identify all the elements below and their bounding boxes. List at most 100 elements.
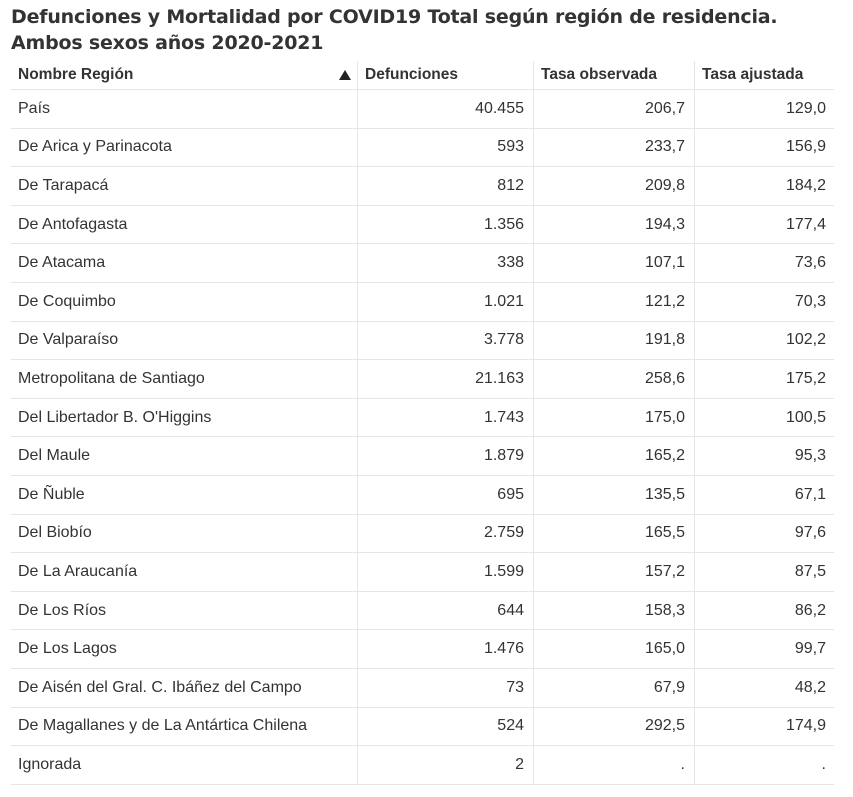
- cell-region: Metropolitana de Santiago: [11, 360, 358, 398]
- cell-defunciones: 21.163: [358, 360, 534, 398]
- cell-tasa-ajustada: 184,2: [785, 176, 826, 194]
- table-body: País 40.455 206,7 129,0 De Arica y Parinacot…: [11, 90, 834, 785]
- table-header-row: Nombre Región Defunciones Tasa observada…: [11, 61, 834, 90]
- column-header-tasa-observada[interactable]: Tasa observada: [534, 61, 695, 89]
- cell-tasa-observada: 175,0: [534, 398, 695, 437]
- cell-defunciones: 1.356: [358, 205, 534, 244]
- table-row: De Atacama 338 107,1 73,6: [11, 244, 834, 283]
- table-row: De Aisén del Gral. C. Ibáñez del Campo 73…: [11, 668, 834, 708]
- cell-tasa-ajustada: 67,1: [794, 485, 826, 503]
- cell-tasa-observada: .: [534, 746, 695, 784]
- column-header-label: Nombre Región: [18, 66, 134, 83]
- cell-defunciones: 593: [358, 128, 534, 167]
- table-row: Del Maule 1.879 165,2 95,3: [11, 437, 834, 476]
- cell-defunciones: 73: [358, 668, 534, 707]
- table-row: De Arica y Parinacota 593 233,7 156,9: [11, 128, 834, 168]
- cell-tasa-ajustada: 97,6: [794, 524, 826, 542]
- cell-defunciones: 524: [358, 707, 534, 746]
- cell-tasa-observada: 233,7: [534, 128, 695, 167]
- column-header-label: Defunciones: [365, 66, 459, 83]
- cell-tasa-ajustada: 99,7: [794, 640, 826, 658]
- cell-tasa-observada: 258,6: [534, 360, 695, 398]
- cell-tasa-observada: 206,7: [534, 90, 695, 128]
- cell-tasa-observada: 209,8: [534, 167, 695, 205]
- cell-region: Del Maule: [11, 437, 358, 475]
- cell-tasa-ajustada: 86,2: [794, 601, 826, 619]
- cell-defunciones: 2: [358, 746, 534, 784]
- cell-defunciones: 1.879: [358, 437, 534, 475]
- cell-tasa-observada: 135,5: [534, 475, 695, 514]
- cell-region: De Tarapacá: [11, 167, 358, 205]
- cell-tasa-observada: 67,9: [534, 668, 695, 707]
- cell-tasa-ajustada: 87,5: [794, 562, 826, 580]
- cell-tasa-ajustada: .: [821, 755, 826, 773]
- cell-tasa-ajustada: 174,9: [785, 717, 826, 735]
- cell-tasa-observada: 107,1: [534, 244, 695, 282]
- cell-defunciones: 3.778: [358, 321, 534, 360]
- cell-tasa-observada: 165,2: [534, 437, 695, 475]
- cell-region: De La Araucanía: [11, 553, 358, 591]
- cell-region: De Aisén del Gral. C. Ibáñez del Campo: [11, 668, 358, 707]
- cell-tasa-ajustada: 70,3: [794, 292, 826, 310]
- cell-defunciones: 1.476: [358, 630, 534, 668]
- cell-tasa-observada: 157,2: [534, 553, 695, 591]
- cell-defunciones: 1.021: [358, 282, 534, 321]
- cell-region: De Magallanes y de La Antártica Chilena: [11, 707, 358, 746]
- table-row: De Valparaíso 3.778 191,8 102,2: [11, 321, 834, 361]
- cell-tasa-ajustada: 95,3: [794, 447, 826, 465]
- cell-tasa-ajustada: 156,9: [785, 138, 826, 156]
- sort-ascending-icon[interactable]: [339, 70, 351, 80]
- page-title: Defunciones y Mortalidad por COVID19 Tot…: [11, 6, 778, 54]
- cell-tasa-ajustada: 100,5: [785, 408, 826, 426]
- cell-region: De Antofagasta: [11, 205, 358, 244]
- cell-tasa-observada: 191,8: [534, 321, 695, 360]
- cell-tasa-observada: 165,0: [534, 630, 695, 668]
- column-header-label: Tasa observada: [541, 66, 658, 83]
- table-row: Ignorada 2..: [11, 746, 834, 785]
- cell-defunciones: 812: [358, 167, 534, 205]
- cell-region: Del Biobío: [11, 514, 358, 553]
- cell-tasa-observada: 121,2: [534, 282, 695, 321]
- cell-defunciones: 40.455: [358, 90, 534, 128]
- data-table: Nombre Región Defunciones Tasa observada…: [11, 61, 834, 785]
- cell-defunciones: 1.599: [358, 553, 534, 591]
- table-row: De Coquimbo 1.021 121,2 70,3: [11, 282, 834, 322]
- cell-region: De Arica y Parinacota: [11, 128, 358, 167]
- cell-defunciones: 2.759: [358, 514, 534, 553]
- cell-tasa-observada: 165,5: [534, 514, 695, 553]
- cell-region: De Valparaíso: [11, 321, 358, 360]
- cell-tasa-ajustada: 73,6: [794, 254, 826, 272]
- cell-region: Ignorada: [11, 746, 358, 784]
- table-row: Del Biobío 2.759 165,5 97,6: [11, 514, 834, 554]
- table-row: Metropolitana de Santiago 21.163 258,6 175,…: [11, 360, 834, 399]
- cell-tasa-ajustada: 102,2: [785, 331, 826, 349]
- cell-tasa-ajustada: 175,2: [785, 369, 826, 387]
- table-row: De Tarapacá 812 209,8 184,2: [11, 167, 834, 206]
- column-header-region[interactable]: Nombre Región: [11, 61, 358, 89]
- cell-region: De Los Lagos: [11, 630, 358, 668]
- cell-defunciones: 1.743: [358, 398, 534, 437]
- table-row: País 40.455 206,7 129,0: [11, 90, 834, 129]
- column-header-label: Tasa ajustada: [702, 66, 804, 83]
- table-row: De Magallanes y de La Antártica Chilena 5…: [11, 707, 834, 747]
- table-row: Del Libertador B. O'Higgins 1.743 175,0 100…: [11, 398, 834, 438]
- cell-tasa-ajustada: 48,2: [794, 678, 826, 696]
- cell-defunciones: 644: [358, 591, 534, 630]
- cell-tasa-observada: 292,5: [534, 707, 695, 746]
- cell-defunciones: 338: [358, 244, 534, 282]
- cell-tasa-ajustada: 177,4: [785, 215, 826, 233]
- table-row: De Antofagasta 1.356 194,3 177,4: [11, 205, 834, 245]
- table-row: De La Araucanía 1.599 157,2 87,5: [11, 553, 834, 592]
- cell-tasa-ajustada: 129,0: [785, 99, 826, 117]
- cell-region: De Atacama: [11, 244, 358, 282]
- cell-region: De Los Ríos: [11, 591, 358, 630]
- cell-region: De Ñuble: [11, 475, 358, 514]
- column-header-tasa-ajustada[interactable]: Tasa ajustada: [695, 61, 834, 89]
- cell-tasa-observada: 158,3: [534, 591, 695, 630]
- cell-region: De Coquimbo: [11, 282, 358, 321]
- cell-region: País: [11, 90, 358, 128]
- cell-defunciones: 695: [358, 475, 534, 514]
- table-row: De Ñuble 695 135,5 67,1: [11, 475, 834, 515]
- column-header-defunciones[interactable]: Defunciones: [358, 61, 534, 89]
- cell-tasa-observada: 194,3: [534, 205, 695, 244]
